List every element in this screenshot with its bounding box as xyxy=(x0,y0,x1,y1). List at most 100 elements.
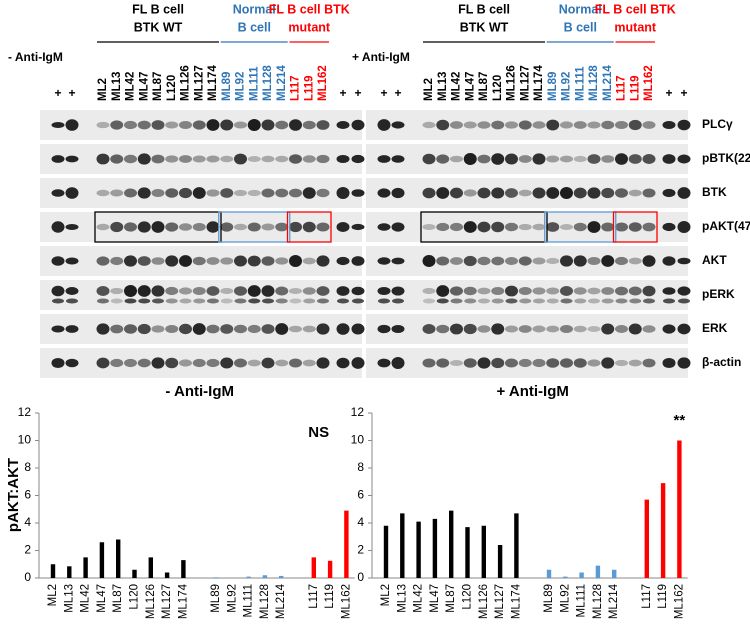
blot-band xyxy=(110,120,124,130)
group-label: FL B cell BTK xyxy=(269,2,350,16)
blot-band xyxy=(573,358,587,368)
blot-band xyxy=(587,325,601,333)
lane-label: L117 xyxy=(616,75,628,101)
bar xyxy=(148,557,153,578)
blot-band xyxy=(436,358,450,368)
blot-band xyxy=(505,222,518,232)
blot-band xyxy=(560,255,573,267)
blot-band xyxy=(110,189,124,197)
blot-band xyxy=(179,121,192,129)
bar xyxy=(279,575,284,578)
blot-band xyxy=(587,121,601,129)
blot-band xyxy=(642,121,656,129)
x-tick-label: L119 xyxy=(324,584,336,609)
blot-band xyxy=(247,285,261,297)
row-label: PLCγ xyxy=(702,117,733,131)
blot-band xyxy=(518,325,532,333)
blot-band xyxy=(302,221,316,233)
blot-band xyxy=(275,323,289,335)
blot-band xyxy=(560,121,573,129)
blot-band xyxy=(261,357,275,369)
group-label: B cell xyxy=(238,20,271,34)
blot-band xyxy=(436,256,450,266)
blot-band xyxy=(302,287,316,295)
lane-label: L120 xyxy=(166,75,178,101)
blot-band xyxy=(642,188,656,198)
blot-band xyxy=(392,298,404,304)
chart-title: + Anti-IgM xyxy=(497,383,569,400)
blot-band xyxy=(234,358,247,368)
blot-band xyxy=(477,121,491,129)
blot-band xyxy=(275,286,289,296)
blot-band xyxy=(377,155,391,163)
lane-label: + xyxy=(339,86,346,100)
blot-band xyxy=(220,188,234,198)
blot-band xyxy=(422,187,436,199)
blot-band xyxy=(192,187,206,199)
y-tick-label: 12 xyxy=(18,405,32,419)
y-tick-label: 4 xyxy=(24,515,31,529)
blot-band xyxy=(151,221,165,233)
blot-band xyxy=(422,323,436,335)
blot-band xyxy=(336,286,350,296)
blot-band xyxy=(450,187,463,199)
blot-band xyxy=(220,324,234,334)
lane-label: ML87 xyxy=(152,72,164,101)
blot-band xyxy=(165,298,178,304)
blot-band xyxy=(628,257,642,265)
blot-band xyxy=(662,324,676,334)
blot-band xyxy=(391,357,405,369)
blot-band xyxy=(477,287,491,295)
blot-band xyxy=(289,358,302,368)
lane-label: ML128 xyxy=(588,65,600,101)
y-axis-label: pAKT:AKT xyxy=(5,458,22,532)
blot-band xyxy=(234,298,247,304)
blot-band xyxy=(546,287,560,295)
blot-band xyxy=(137,221,151,233)
lane-label: ML42 xyxy=(451,72,463,101)
blot-band xyxy=(615,153,628,165)
group-label: FL B cell xyxy=(458,2,510,16)
blot-band xyxy=(601,323,615,335)
x-tick-label: ML174 xyxy=(510,583,522,619)
highlight-box xyxy=(544,211,617,243)
blot-band xyxy=(275,359,289,367)
blot-band xyxy=(450,298,463,304)
blot-band xyxy=(533,298,545,304)
blot-band xyxy=(179,359,192,367)
blot-band xyxy=(677,257,691,265)
blot-band xyxy=(261,155,275,163)
bar xyxy=(612,569,617,578)
lane-label: + xyxy=(354,86,361,100)
blot-strip xyxy=(40,144,362,174)
row-label: BTK xyxy=(702,185,727,199)
lane-label: ML126 xyxy=(180,65,192,101)
blot-band xyxy=(629,298,642,304)
blot-band xyxy=(302,187,316,199)
highlight-box xyxy=(286,211,332,243)
blot-band xyxy=(96,121,110,129)
blot-band xyxy=(601,120,615,130)
y-tick-label: 0 xyxy=(357,570,364,584)
blot-band xyxy=(587,257,601,265)
blot-band xyxy=(316,323,330,335)
blot-band xyxy=(422,223,436,231)
row-label: pBTK(223) xyxy=(702,151,750,165)
blot-band xyxy=(206,257,220,265)
lane-label: ML47 xyxy=(138,72,150,101)
blot-band xyxy=(165,324,179,334)
blot-band xyxy=(436,154,450,164)
blot-band xyxy=(491,286,505,296)
group-label: mutant xyxy=(614,20,657,34)
blot-band xyxy=(65,119,79,131)
x-tick-label: L120 xyxy=(129,584,141,610)
blot-band xyxy=(587,154,601,164)
blot-band xyxy=(316,255,330,267)
x-tick-label: ML13 xyxy=(63,584,75,613)
lane-label: + xyxy=(680,86,687,100)
blot-band xyxy=(220,287,234,295)
lane-label: ML89 xyxy=(221,72,233,101)
blot-band xyxy=(491,323,505,335)
blot-band xyxy=(316,154,330,164)
blot-band xyxy=(377,358,391,368)
